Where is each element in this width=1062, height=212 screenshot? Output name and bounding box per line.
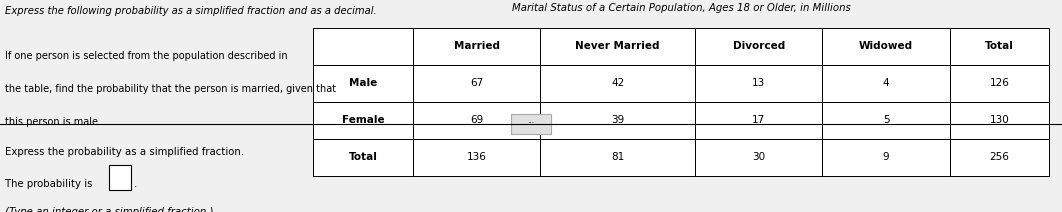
- Text: 9: 9: [883, 152, 889, 162]
- Text: Married: Married: [453, 41, 499, 51]
- Text: 126: 126: [990, 78, 1009, 88]
- Text: 13: 13: [752, 78, 766, 88]
- Bar: [413, 28, 541, 65]
- Text: If one person is selected from the population described in: If one person is selected from the popul…: [5, 51, 288, 61]
- Text: Marital Status of a Certain Population, Ages 18 or Older, in Millions: Marital Status of a Certain Population, …: [512, 3, 851, 13]
- Text: Never Married: Never Married: [576, 41, 660, 51]
- Bar: [413, 65, 541, 102]
- Bar: [696, 102, 822, 139]
- Bar: [313, 102, 413, 139]
- Text: Express the probability as a simplified fraction.: Express the probability as a simplified …: [5, 147, 244, 157]
- Bar: [541, 139, 696, 176]
- Text: Total: Total: [348, 152, 377, 162]
- Text: 39: 39: [611, 115, 624, 125]
- Text: The probability is: The probability is: [5, 179, 92, 189]
- Bar: [541, 102, 696, 139]
- Text: 81: 81: [611, 152, 624, 162]
- Text: Female: Female: [342, 115, 384, 125]
- Text: Male: Male: [349, 78, 377, 88]
- Text: 42: 42: [611, 78, 624, 88]
- Bar: [313, 28, 413, 65]
- Text: the table, find the probability that the person is married, given that: the table, find the probability that the…: [5, 84, 337, 94]
- Text: 130: 130: [990, 115, 1009, 125]
- Bar: [949, 28, 1049, 65]
- Bar: [696, 139, 822, 176]
- Text: 69: 69: [469, 115, 483, 125]
- Text: 136: 136: [466, 152, 486, 162]
- Bar: [413, 102, 541, 139]
- Bar: [822, 28, 949, 65]
- Bar: [949, 65, 1049, 102]
- Bar: [822, 65, 949, 102]
- Text: this person is male.: this person is male.: [5, 117, 101, 127]
- Bar: [949, 139, 1049, 176]
- Bar: [313, 139, 413, 176]
- Text: 4: 4: [883, 78, 889, 88]
- Text: 67: 67: [469, 78, 483, 88]
- Bar: [541, 65, 696, 102]
- Bar: [822, 139, 949, 176]
- Bar: [822, 102, 949, 139]
- Text: 256: 256: [990, 152, 1009, 162]
- Text: 17: 17: [752, 115, 766, 125]
- Text: ···: ···: [528, 120, 534, 128]
- Text: Widowed: Widowed: [859, 41, 913, 51]
- Bar: [696, 28, 822, 65]
- Text: (Type an integer or a simplified fraction.): (Type an integer or a simplified fractio…: [5, 207, 213, 212]
- Text: Divorced: Divorced: [733, 41, 785, 51]
- Bar: [949, 102, 1049, 139]
- Bar: [109, 165, 131, 190]
- Bar: [696, 65, 822, 102]
- Bar: [313, 65, 413, 102]
- Text: Total: Total: [986, 41, 1014, 51]
- Bar: [541, 28, 696, 65]
- Text: .: .: [134, 179, 137, 189]
- Bar: [413, 139, 541, 176]
- Text: Express the following probability as a simplified fraction and as a decimal.: Express the following probability as a s…: [5, 6, 377, 16]
- Bar: [511, 114, 551, 134]
- Text: 30: 30: [752, 152, 766, 162]
- Text: 5: 5: [883, 115, 889, 125]
